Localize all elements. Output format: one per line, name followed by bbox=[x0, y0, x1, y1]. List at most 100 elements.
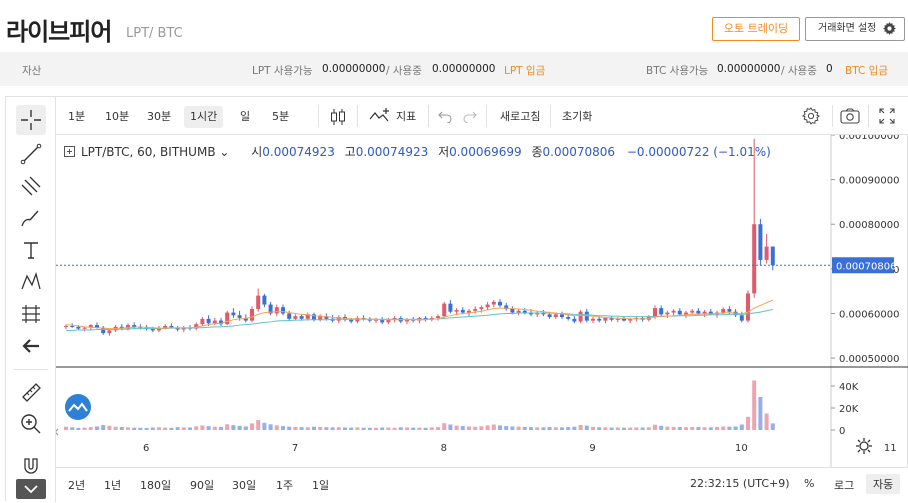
volume-bar bbox=[250, 423, 254, 430]
candle-body bbox=[467, 310, 471, 313]
prediction-icon[interactable] bbox=[16, 299, 46, 329]
legend-open-value: 0.00074923 bbox=[262, 145, 335, 159]
volume-bar bbox=[578, 424, 583, 430]
volume-bar bbox=[671, 426, 676, 430]
btc-deposit-link[interactable]: BTC 입금 bbox=[845, 65, 888, 77]
interval-5m[interactable]: 5분 bbox=[272, 110, 290, 123]
candle-body bbox=[684, 312, 688, 315]
interval-30m[interactable]: 30분 bbox=[147, 110, 172, 123]
percent-scale-button[interactable]: % bbox=[804, 477, 815, 490]
volume-bar bbox=[107, 425, 112, 430]
interval-1h[interactable]: 1시간 bbox=[184, 106, 224, 128]
volume-bar bbox=[361, 427, 366, 430]
fullscreen-icon[interactable] bbox=[878, 107, 896, 125]
log-scale-button[interactable]: 로그 bbox=[834, 479, 855, 492]
page-header: 라이브피어 LPT/ BTC 오토 트레이딩 거래화면 설정 bbox=[0, 0, 908, 50]
candle-body bbox=[374, 319, 378, 321]
volume-bar bbox=[467, 426, 471, 430]
candle-body bbox=[126, 325, 130, 329]
range-2y[interactable]: 2년 bbox=[68, 479, 86, 492]
ruler-icon[interactable] bbox=[16, 377, 46, 407]
candle-body bbox=[659, 308, 664, 315]
interval-10m[interactable]: 10분 bbox=[105, 110, 130, 123]
toolbar-collapse-button[interactable] bbox=[16, 479, 46, 499]
asset-bar: 자산 LPT 사용가능 0.00000000 / 사용중 0.00000000 … bbox=[0, 52, 908, 86]
range-30d[interactable]: 30일 bbox=[232, 479, 257, 492]
volume-bar bbox=[708, 427, 713, 430]
volume-bar bbox=[752, 380, 757, 430]
candle-body bbox=[107, 330, 112, 334]
candle-body bbox=[460, 309, 465, 313]
volume-bar bbox=[330, 427, 335, 430]
range-1d[interactable]: 1일 bbox=[312, 479, 330, 492]
range-1y[interactable]: 1년 bbox=[104, 479, 122, 492]
refresh-button[interactable]: 새로고침 bbox=[500, 110, 541, 123]
candle-body bbox=[243, 317, 248, 321]
redo-icon[interactable] bbox=[463, 109, 477, 123]
volume-bar bbox=[374, 427, 378, 430]
candle-body bbox=[82, 327, 87, 329]
volume-bar bbox=[336, 427, 341, 430]
undo-icon[interactable] bbox=[438, 109, 452, 123]
legend-symbol[interactable]: LPT/BTC, 60, BITHUMB bbox=[81, 145, 216, 159]
range-1w[interactable]: 1주 bbox=[276, 479, 294, 492]
legend-change: −0.00000722 (−1.01%) bbox=[626, 145, 771, 159]
volume-bar bbox=[88, 427, 93, 430]
volume-bar bbox=[436, 427, 440, 430]
interval-1m[interactable]: 1분 bbox=[68, 110, 86, 123]
price-tick-label: 0.00050000 bbox=[839, 354, 899, 365]
arrow-left-icon[interactable] bbox=[16, 331, 46, 361]
range-180d[interactable]: 180일 bbox=[140, 479, 172, 492]
volume-bar bbox=[746, 416, 750, 430]
volume-bar bbox=[479, 426, 484, 430]
text-tool-icon[interactable] bbox=[16, 235, 46, 265]
candle-body bbox=[436, 316, 440, 318]
volume-bar bbox=[169, 427, 174, 430]
price-chart[interactable]: 0.001000000.000900000.000800000.00070000… bbox=[56, 135, 908, 467]
candle-body bbox=[212, 320, 217, 324]
clock-display[interactable]: 22:32:15 (UTC+9) bbox=[690, 477, 790, 490]
range-90d[interactable]: 90일 bbox=[190, 479, 215, 492]
fib-tools-icon[interactable] bbox=[16, 171, 46, 201]
candle-body bbox=[237, 315, 242, 318]
auto-trading-button[interactable]: 오토 트레이딩 bbox=[712, 17, 800, 41]
pattern-icon[interactable] bbox=[16, 267, 46, 297]
camera-icon[interactable] bbox=[839, 107, 861, 125]
chart-settings-icon[interactable] bbox=[801, 106, 821, 126]
candle-body bbox=[628, 318, 633, 321]
current-price-label: 0.00070806 bbox=[836, 261, 896, 272]
screen-settings-label: 거래화면 설정 bbox=[818, 23, 877, 34]
volume-bar bbox=[646, 427, 651, 430]
volume-bar bbox=[659, 425, 664, 430]
axis-settings-icon[interactable] bbox=[856, 438, 872, 454]
candle-body bbox=[225, 312, 230, 325]
interval-1d[interactable]: 일 bbox=[240, 110, 251, 123]
scroll-left-icon[interactable] bbox=[56, 428, 59, 436]
volume-bar bbox=[256, 420, 261, 430]
magnet-icon[interactable] bbox=[16, 451, 46, 481]
candle-body bbox=[287, 313, 292, 319]
candle-style-icon[interactable] bbox=[328, 106, 348, 128]
zoom-in-icon[interactable] bbox=[16, 409, 46, 439]
candle-body bbox=[547, 314, 552, 318]
plus-minus-icon[interactable] bbox=[64, 146, 75, 157]
indicator-button[interactable]: 지표 bbox=[396, 110, 417, 123]
tradingview-logo[interactable] bbox=[65, 394, 91, 420]
candle-body bbox=[498, 301, 502, 306]
brush-icon[interactable] bbox=[16, 203, 46, 233]
auto-scale-button[interactable]: 자동 bbox=[866, 474, 901, 494]
reset-button[interactable]: 초기화 bbox=[562, 110, 593, 123]
volume-bar bbox=[324, 427, 329, 430]
btc-in-use-label: / 사용중 bbox=[781, 65, 817, 77]
toolbar-divider bbox=[832, 105, 833, 127]
pair-label: LPT/ BTC bbox=[126, 26, 183, 41]
candle-body bbox=[88, 325, 93, 328]
trend-line-icon[interactable] bbox=[16, 139, 46, 169]
legend-close-label: 종 bbox=[531, 145, 543, 159]
lpt-deposit-link[interactable]: LPT 입금 bbox=[504, 65, 546, 77]
crosshair-icon[interactable] bbox=[16, 105, 46, 135]
candle-body bbox=[677, 310, 682, 315]
screen-settings-button[interactable]: 거래화면 설정 bbox=[805, 17, 905, 41]
candle-body bbox=[696, 310, 701, 314]
lpt-in-use-value: 0.00000000 bbox=[432, 63, 496, 75]
